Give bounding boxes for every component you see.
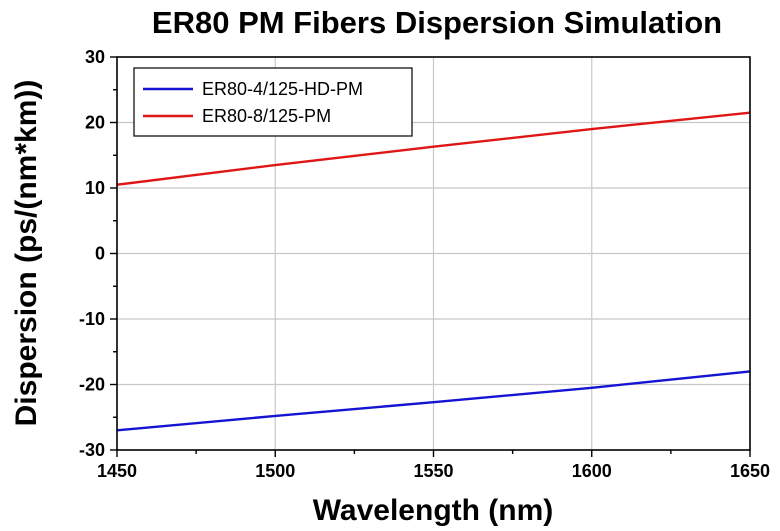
- legend-label: ER80-8/125-PM: [202, 106, 331, 126]
- legend: ER80-4/125-HD-PM ER80-8/125-PM: [133, 67, 413, 137]
- x-axis-title: Wavelength (nm): [313, 494, 554, 527]
- y-tick-label: 30: [85, 47, 105, 67]
- y-axis-title: Dispersion (ps/(nm*km)): [10, 80, 43, 427]
- chart-title: ER80 PM Fibers Dispersion Simulation: [152, 5, 722, 40]
- y-tick-label: -20: [79, 375, 105, 395]
- y-tick-label: 20: [85, 113, 105, 133]
- y-tick-label: 0: [95, 244, 105, 264]
- y-tick-labels: -30 -20 -10 0 10 20 30: [79, 47, 105, 460]
- x-tick-labels: 1450 1500 1550 1600 1650: [97, 461, 770, 481]
- series-lines: [116, 111, 751, 432]
- legend-label: ER80-4/125-HD-PM: [202, 79, 363, 99]
- grid: [117, 57, 750, 450]
- x-tick-label: 1600: [572, 461, 612, 481]
- axis-ticks: [110, 56, 751, 457]
- y-tick-label: -30: [79, 440, 105, 460]
- legend-box: [133, 67, 413, 137]
- x-tick-label: 1550: [413, 461, 453, 481]
- y-tick-label: 10: [85, 178, 105, 198]
- series-line: [116, 370, 751, 432]
- x-tick-label: 1500: [255, 461, 295, 481]
- x-tick-label: 1650: [730, 461, 770, 481]
- series-line: [116, 111, 751, 186]
- y-tick-label: -10: [79, 309, 105, 329]
- x-tick-label: 1450: [97, 461, 137, 481]
